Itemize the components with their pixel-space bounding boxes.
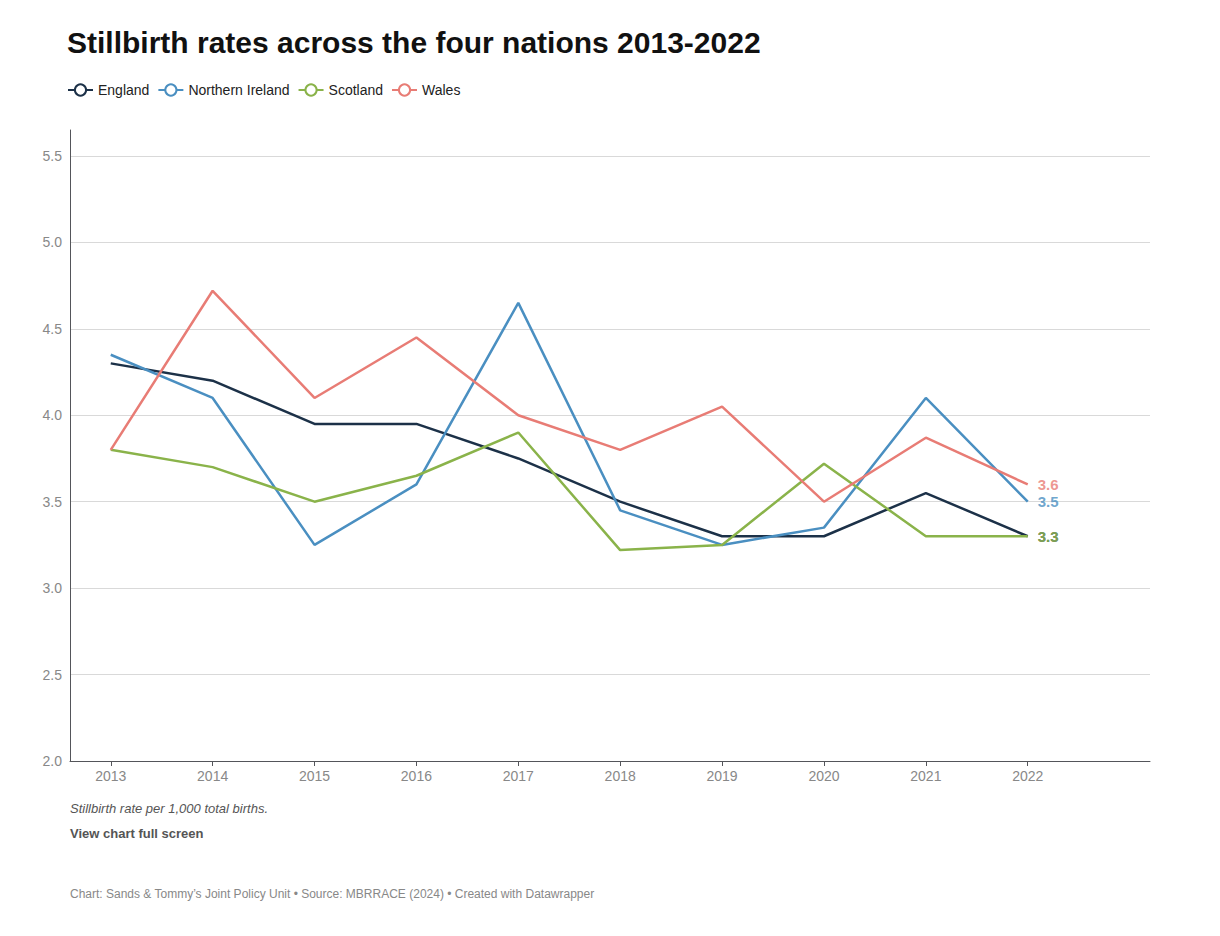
- svg-text:2018: 2018: [605, 768, 636, 784]
- svg-text:Northern Ireland: Northern Ireland: [188, 82, 289, 98]
- svg-text:2014: 2014: [197, 768, 228, 784]
- svg-text:Chart: Sands & Tommy’s Joint P: Chart: Sands & Tommy’s Joint Policy Unit…: [70, 887, 594, 901]
- svg-text:2.0: 2.0: [43, 753, 63, 769]
- svg-text:3.5: 3.5: [1038, 493, 1059, 510]
- svg-text:2022: 2022: [1012, 768, 1043, 784]
- svg-text:Stillbirth rate per 1,000 tota: Stillbirth rate per 1,000 total births.: [70, 801, 268, 816]
- svg-text:2015: 2015: [299, 768, 330, 784]
- svg-text:5.5: 5.5: [43, 148, 63, 164]
- svg-text:2021: 2021: [910, 768, 941, 784]
- svg-text:2013: 2013: [95, 768, 126, 784]
- svg-text:2020: 2020: [808, 768, 839, 784]
- svg-text:2.5: 2.5: [43, 667, 63, 683]
- svg-text:Wales: Wales: [422, 82, 460, 98]
- svg-text:2016: 2016: [401, 768, 432, 784]
- svg-text:2019: 2019: [706, 768, 737, 784]
- svg-text:England: England: [98, 82, 149, 98]
- svg-text:3.3: 3.3: [1038, 528, 1059, 545]
- svg-text:View chart full screen: View chart full screen: [70, 826, 203, 841]
- svg-text:4.0: 4.0: [43, 407, 63, 423]
- svg-text:4.5: 4.5: [43, 321, 63, 337]
- svg-text:3.5: 3.5: [43, 494, 63, 510]
- svg-text:3.6: 3.6: [1038, 476, 1059, 493]
- svg-text:3.0: 3.0: [43, 580, 63, 596]
- svg-text:Stillbirth rates across the fo: Stillbirth rates across the four nations…: [67, 26, 761, 59]
- svg-text:3.3: 3.3: [1038, 528, 1059, 545]
- svg-text:2017: 2017: [503, 768, 534, 784]
- svg-text:Scotland: Scotland: [329, 82, 383, 98]
- svg-text:5.0: 5.0: [43, 234, 63, 250]
